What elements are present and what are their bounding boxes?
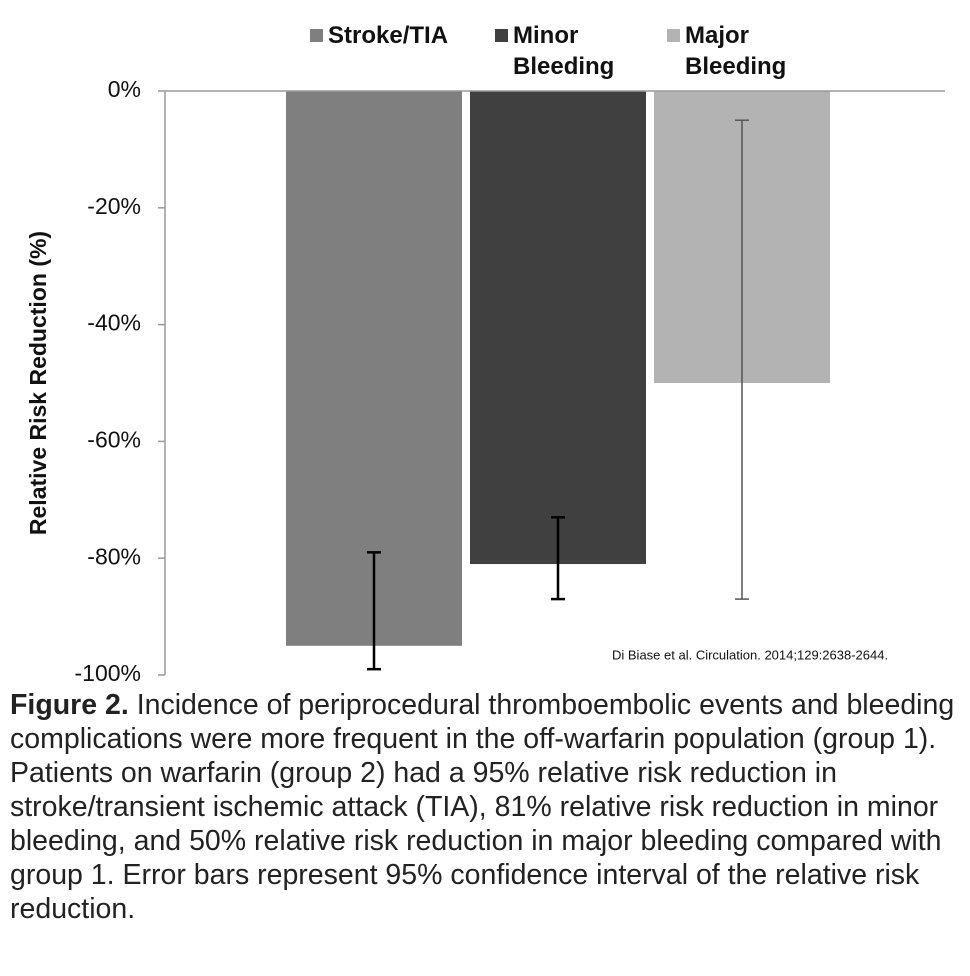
legend-swatch	[495, 29, 508, 42]
y-tick-label: -80%	[87, 543, 141, 569]
legend-label: Major Bleeding	[685, 22, 787, 80]
caption-label: Figure 2.	[10, 689, 129, 721]
legend-swatch	[667, 29, 680, 42]
y-axis-label: Relative Risk Reduction (%)	[25, 231, 51, 535]
y-tick-label: -60%	[87, 426, 141, 452]
legend-label: Minor Bleeding	[513, 22, 615, 80]
chart: Relative Risk Reduction (%) Di Biase et …	[25, 76, 945, 686]
caption-text: Incidence of periprocedural thromboembol…	[10, 689, 955, 925]
legend-entry: Stroke/TIA	[310, 20, 458, 51]
legend-label: Stroke/TIA	[328, 22, 449, 49]
y-tick-label: -100%	[75, 660, 141, 686]
source-note: Di Biase et al. Circulation. 2014;129:26…	[612, 647, 888, 662]
y-tick-label: -40%	[87, 310, 141, 336]
bar	[470, 91, 646, 565]
y-tick-label: 0%	[108, 76, 141, 102]
legend-swatch	[310, 29, 323, 42]
y-tick-label: -20%	[87, 193, 141, 219]
caption: Figure 2. Incidence of periprocedural th…	[10, 688, 968, 926]
legend-entry: Minor Bleeding	[495, 20, 643, 82]
legend-entry: Major Bleeding	[667, 20, 815, 82]
